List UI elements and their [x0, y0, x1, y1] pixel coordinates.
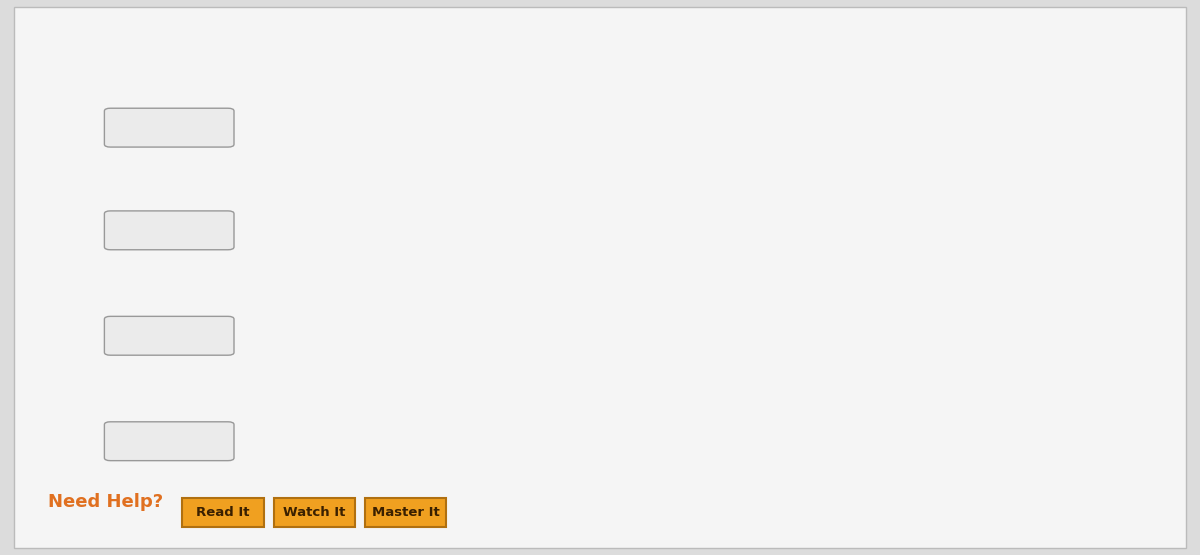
Text: (: ( [536, 400, 544, 417]
Text: B: B [1098, 36, 1112, 54]
Text: X: X [269, 294, 282, 312]
Text: satisfying: satisfying [155, 400, 252, 417]
Text: Master It: Master It [372, 506, 439, 519]
Text: Read It: Read It [197, 506, 250, 519]
Text: X: X [350, 36, 362, 54]
Text: (b): (b) [48, 189, 73, 206]
Text: P: P [198, 189, 209, 206]
Text: P: P [198, 294, 209, 312]
Text: (in °C) in a certain chemical process has a uniform distribution with: (in °C) in a certain chemical process ha… [362, 36, 985, 54]
Text: −4 <: −4 < [252, 400, 306, 417]
Text: <: < [316, 400, 342, 417]
Text: X: X [216, 86, 228, 104]
Text: Compute: Compute [110, 86, 198, 104]
Text: P: P [526, 400, 536, 417]
Text: (c): (c) [48, 294, 72, 312]
Text: (−2 <: (−2 < [209, 189, 269, 206]
Text: −4: −4 [1025, 36, 1052, 54]
Text: X: X [269, 189, 282, 206]
Text: k: k [619, 400, 630, 417]
Text: =: = [998, 36, 1025, 54]
Text: Suppose the reaction temperature: Suppose the reaction temperature [34, 36, 350, 54]
Text: A: A [985, 36, 998, 54]
Text: k: k [544, 400, 553, 417]
Text: ≤ 2). (Round your answer to two decimal places.): ≤ 2). (Round your answer to two decimal … [282, 294, 736, 312]
Text: P: P [198, 86, 209, 104]
Text: k: k [144, 400, 155, 417]
Text: =: = [1112, 36, 1139, 54]
Text: Need Help?: Need Help? [48, 493, 163, 511]
Text: 4: 4 [1139, 36, 1151, 54]
Text: .: . [1151, 36, 1157, 54]
Text: Compute: Compute [110, 294, 198, 312]
Text: X: X [581, 400, 593, 417]
Text: <: < [593, 400, 619, 417]
Text: k: k [342, 400, 353, 417]
Text: k: k [306, 400, 316, 417]
Text: + 4). (Round your answer to two decimal places.): + 4). (Round your answer to two decimal … [630, 400, 1084, 417]
Text: Compute: Compute [110, 189, 198, 206]
Text: (d): (d) [48, 400, 73, 417]
Text: Watch It: Watch It [283, 506, 346, 519]
Text: For: For [110, 400, 144, 417]
Text: (a): (a) [48, 86, 73, 104]
Text: < 0).: < 0). [228, 86, 278, 104]
Text: <: < [553, 400, 581, 417]
Text: + 4 < 4, compute: + 4 < 4, compute [353, 400, 526, 417]
Text: (: ( [209, 86, 216, 104]
Text: < 2).: < 2). [282, 189, 332, 206]
Text: (−1 ≤: (−1 ≤ [209, 294, 269, 312]
Text: and: and [1052, 36, 1098, 54]
